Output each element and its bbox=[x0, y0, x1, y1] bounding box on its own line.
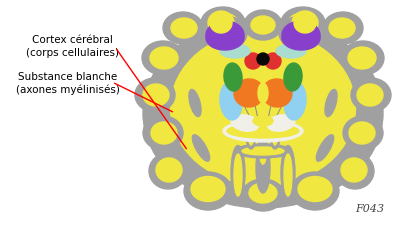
Ellipse shape bbox=[351, 78, 391, 112]
Ellipse shape bbox=[231, 146, 245, 200]
Ellipse shape bbox=[220, 82, 242, 120]
Ellipse shape bbox=[249, 183, 277, 203]
Ellipse shape bbox=[246, 121, 256, 149]
Ellipse shape bbox=[284, 82, 306, 120]
Ellipse shape bbox=[284, 154, 292, 196]
Ellipse shape bbox=[357, 84, 383, 106]
Text: F043: F043 bbox=[356, 204, 384, 214]
Ellipse shape bbox=[342, 41, 384, 75]
Ellipse shape bbox=[143, 18, 383, 208]
Ellipse shape bbox=[143, 116, 183, 150]
Ellipse shape bbox=[143, 84, 169, 106]
Ellipse shape bbox=[316, 135, 334, 161]
Ellipse shape bbox=[256, 143, 270, 193]
Text: (corps cellulaires): (corps cellulaires) bbox=[26, 48, 118, 58]
Ellipse shape bbox=[244, 10, 282, 40]
Ellipse shape bbox=[329, 18, 355, 38]
Ellipse shape bbox=[236, 144, 290, 158]
Ellipse shape bbox=[348, 47, 376, 69]
Ellipse shape bbox=[227, 124, 299, 138]
Ellipse shape bbox=[163, 12, 203, 44]
Ellipse shape bbox=[343, 116, 383, 150]
Ellipse shape bbox=[224, 63, 242, 91]
Ellipse shape bbox=[191, 176, 225, 202]
Text: Substance blanche: Substance blanche bbox=[18, 72, 118, 82]
Ellipse shape bbox=[282, 26, 320, 50]
Ellipse shape bbox=[294, 13, 316, 33]
Text: Cortex cérébral: Cortex cérébral bbox=[32, 35, 112, 45]
Ellipse shape bbox=[262, 79, 292, 107]
Ellipse shape bbox=[258, 136, 268, 166]
Ellipse shape bbox=[184, 172, 232, 210]
Ellipse shape bbox=[203, 16, 247, 50]
Circle shape bbox=[257, 53, 269, 65]
Ellipse shape bbox=[272, 125, 278, 145]
Ellipse shape bbox=[291, 172, 339, 210]
Ellipse shape bbox=[192, 135, 210, 161]
Ellipse shape bbox=[149, 153, 187, 189]
Ellipse shape bbox=[206, 26, 244, 50]
Ellipse shape bbox=[248, 125, 254, 145]
Ellipse shape bbox=[206, 21, 244, 49]
Ellipse shape bbox=[253, 116, 273, 126]
Ellipse shape bbox=[223, 120, 303, 142]
Ellipse shape bbox=[281, 146, 295, 200]
Ellipse shape bbox=[234, 154, 242, 196]
Ellipse shape bbox=[258, 83, 268, 103]
Ellipse shape bbox=[279, 16, 323, 50]
Ellipse shape bbox=[231, 115, 259, 131]
Ellipse shape bbox=[341, 158, 367, 182]
Ellipse shape bbox=[281, 7, 325, 39]
Ellipse shape bbox=[267, 115, 295, 131]
Ellipse shape bbox=[171, 18, 197, 38]
Ellipse shape bbox=[282, 21, 320, 49]
Ellipse shape bbox=[292, 11, 318, 35]
Ellipse shape bbox=[156, 158, 182, 182]
Ellipse shape bbox=[208, 11, 234, 35]
Ellipse shape bbox=[242, 179, 284, 211]
Ellipse shape bbox=[323, 12, 363, 44]
Ellipse shape bbox=[270, 121, 280, 149]
Ellipse shape bbox=[336, 153, 374, 189]
Ellipse shape bbox=[142, 41, 184, 75]
Ellipse shape bbox=[349, 122, 375, 144]
Ellipse shape bbox=[210, 13, 232, 33]
Ellipse shape bbox=[189, 89, 201, 117]
Ellipse shape bbox=[234, 79, 264, 107]
Ellipse shape bbox=[260, 146, 266, 164]
Ellipse shape bbox=[284, 63, 302, 91]
Ellipse shape bbox=[135, 78, 175, 112]
Ellipse shape bbox=[288, 13, 318, 33]
Ellipse shape bbox=[201, 7, 245, 39]
Ellipse shape bbox=[325, 89, 337, 117]
Text: (axones myélinisés): (axones myélinisés) bbox=[16, 85, 120, 95]
Ellipse shape bbox=[151, 122, 177, 144]
Ellipse shape bbox=[276, 44, 306, 58]
Ellipse shape bbox=[220, 44, 250, 58]
Circle shape bbox=[265, 53, 281, 69]
Ellipse shape bbox=[242, 147, 284, 155]
Ellipse shape bbox=[298, 176, 332, 202]
Ellipse shape bbox=[208, 13, 238, 33]
Ellipse shape bbox=[150, 47, 178, 69]
Circle shape bbox=[245, 53, 261, 69]
Ellipse shape bbox=[251, 16, 275, 34]
Ellipse shape bbox=[170, 31, 356, 185]
